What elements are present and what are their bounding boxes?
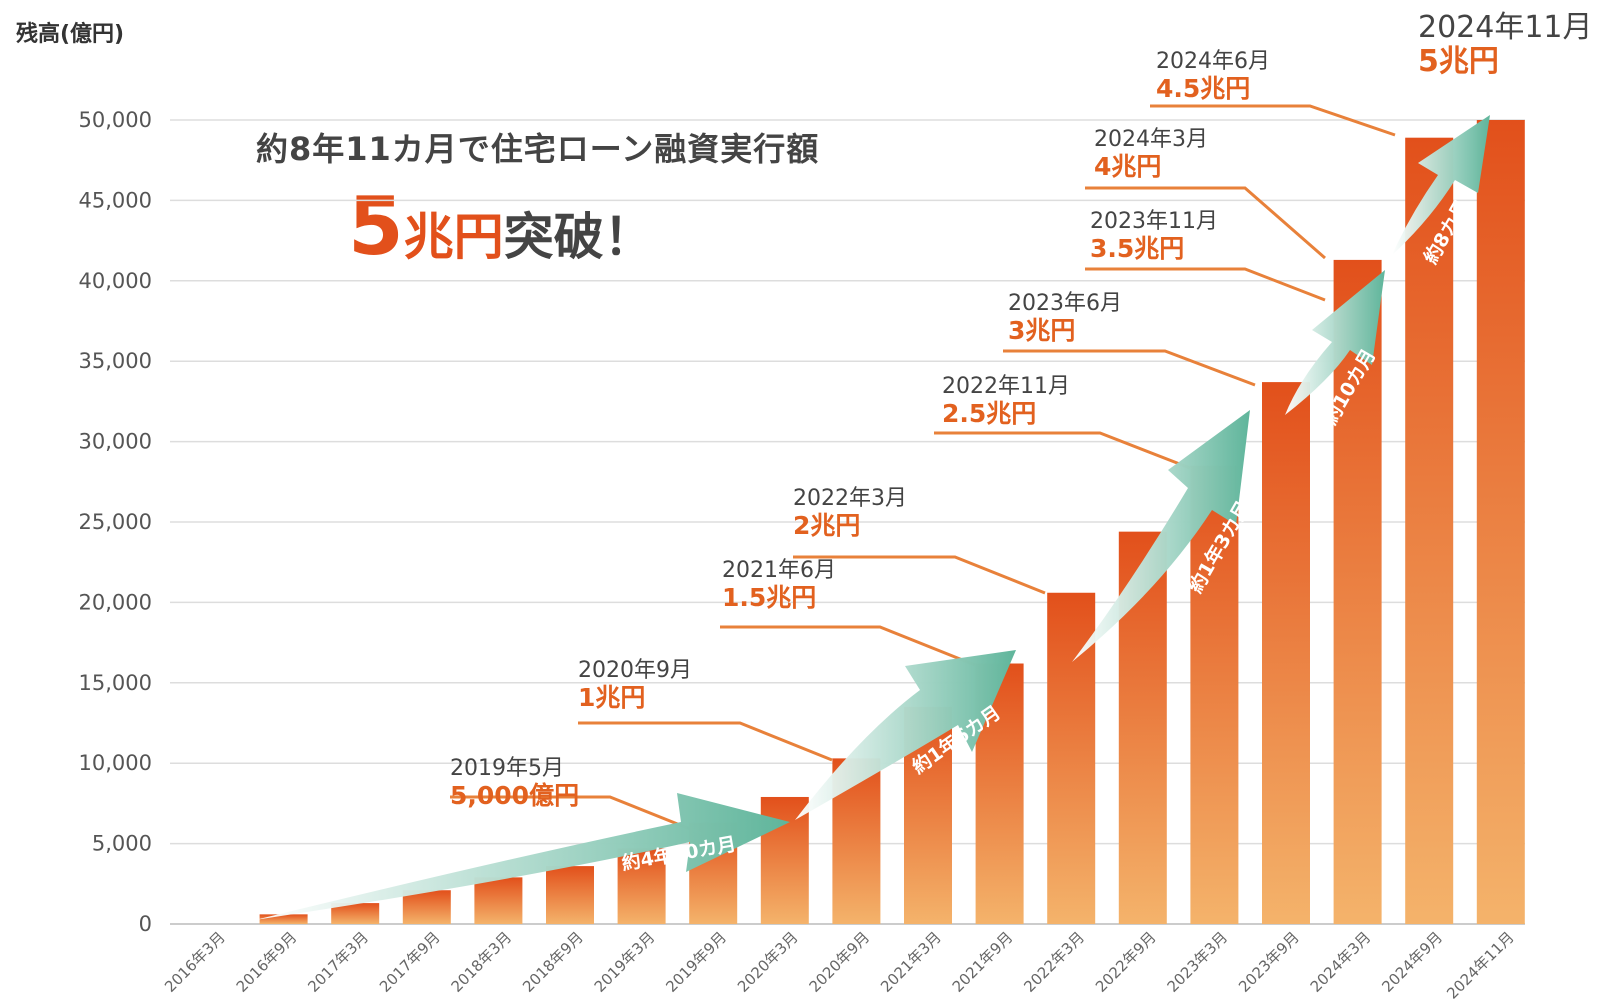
milestone-date: 2024年3月 (1094, 127, 1208, 152)
milestone-leader-line (578, 721, 833, 762)
y-tick-label: 25,000 (79, 510, 152, 534)
milestone-date: 2023年11月 (1090, 209, 1218, 234)
milestone-date: 2020年9月 (578, 658, 692, 683)
y-tick-label: 45,000 (79, 188, 152, 212)
x-tick-label: 2023年9月 (1235, 928, 1303, 996)
y-tick-label: 40,000 (79, 269, 152, 293)
bar (617, 848, 666, 924)
headline-unit: 兆円 (403, 208, 504, 266)
milestone-amount: 3兆円 (1008, 316, 1075, 345)
y-tick-label: 35,000 (79, 349, 152, 373)
x-tick-label: 2016年3月 (161, 928, 229, 996)
milestone-leader-line (1085, 186, 1326, 260)
milestone-date: 2024年6月 (1156, 49, 1270, 74)
bar (1262, 382, 1310, 924)
x-tick-label: 2018年9月 (519, 928, 587, 996)
milestone-date: 2022年3月 (793, 486, 907, 511)
x-tick-label: 2023年3月 (1164, 928, 1232, 996)
milestone-date: 2023年6月 (1008, 291, 1122, 316)
milestone-amount: 2兆円 (793, 511, 860, 540)
x-tick-label: 2020年3月 (734, 928, 802, 996)
x-tick-label: 2016年9月 (233, 928, 301, 996)
x-tick-label: 2019年3月 (591, 928, 659, 996)
x-tick-label: 2024年9月 (1378, 928, 1446, 996)
growth-arrow (1072, 410, 1250, 662)
milestone-amount: 4兆円 (1094, 152, 1161, 181)
milestone-date: 2024年11月 (1418, 10, 1593, 45)
milestone-amount: 3.5兆円 (1090, 234, 1184, 263)
x-tick-label: 2017年3月 (304, 928, 372, 996)
y-tick-label: 15,000 (79, 671, 152, 695)
bar (474, 877, 523, 924)
x-tick-label: 2022年3月 (1020, 928, 1088, 996)
headline-number: 5 (348, 180, 404, 273)
y-tick-label: 50,000 (79, 108, 152, 132)
headline-line1: 約8年11カ月で住宅ローン融資実行額 (256, 130, 820, 168)
bar (259, 914, 308, 924)
y-tick-label: 5,000 (92, 832, 152, 856)
bar (1476, 120, 1525, 924)
headline-suffix: 突破！ (503, 208, 654, 266)
x-tick-label: 2021年9月 (949, 928, 1017, 996)
milestone-leader-line (1003, 349, 1256, 387)
y-axis-title: 残高(億円) (16, 22, 125, 47)
x-tick-label: 2021年3月 (877, 928, 945, 996)
bar (1405, 137, 1454, 925)
growth-arrow (795, 650, 1016, 820)
x-tick-label: 2024年11月 (1443, 928, 1517, 1002)
x-tick-label: 2018年3月 (448, 928, 516, 996)
milestone-leader-line (450, 795, 706, 837)
bar (1333, 259, 1382, 924)
y-tick-label: 30,000 (79, 430, 152, 454)
bar (331, 903, 380, 924)
y-tick-label: 10,000 (79, 751, 152, 775)
y-tick-label: 0 (139, 912, 152, 936)
milestone-amount: 4.5兆円 (1156, 74, 1250, 103)
milestone-amount: 5,000億円 (450, 781, 579, 810)
milestone-leader-line (934, 431, 1191, 470)
x-tick-label: 2017年9月 (376, 928, 444, 996)
milestone-leader-line (1150, 104, 1396, 137)
bar (546, 866, 594, 924)
milestone-amount: 1.5兆円 (722, 583, 816, 612)
milestone-amount: 5兆円 (1418, 44, 1499, 79)
growth-arrow (1392, 115, 1490, 255)
x-tick-label: 2024年3月 (1307, 928, 1375, 996)
growth-arrow (255, 793, 790, 920)
growth-arrow (1285, 270, 1385, 415)
bar (402, 890, 451, 924)
milestone-date: 2019年5月 (450, 756, 564, 781)
milestone-leader-line (793, 555, 1046, 595)
x-tick-label: 2019年9月 (662, 928, 730, 996)
milestone-leader-line (720, 625, 976, 667)
milestone-date: 2022年11月 (942, 374, 1070, 399)
bar (1190, 465, 1239, 924)
x-tick-label: 2020年9月 (806, 928, 874, 996)
y-tick-label: 20,000 (79, 590, 152, 614)
headline-line2: 5兆円突破！ (348, 180, 654, 273)
x-tick-label: 2022年9月 (1092, 928, 1160, 996)
milestone-date: 2021年6月 (722, 558, 836, 583)
milestone-amount: 2.5兆円 (942, 399, 1036, 428)
milestone-amount: 1兆円 (578, 683, 645, 712)
milestone-leader-line (1085, 267, 1326, 302)
